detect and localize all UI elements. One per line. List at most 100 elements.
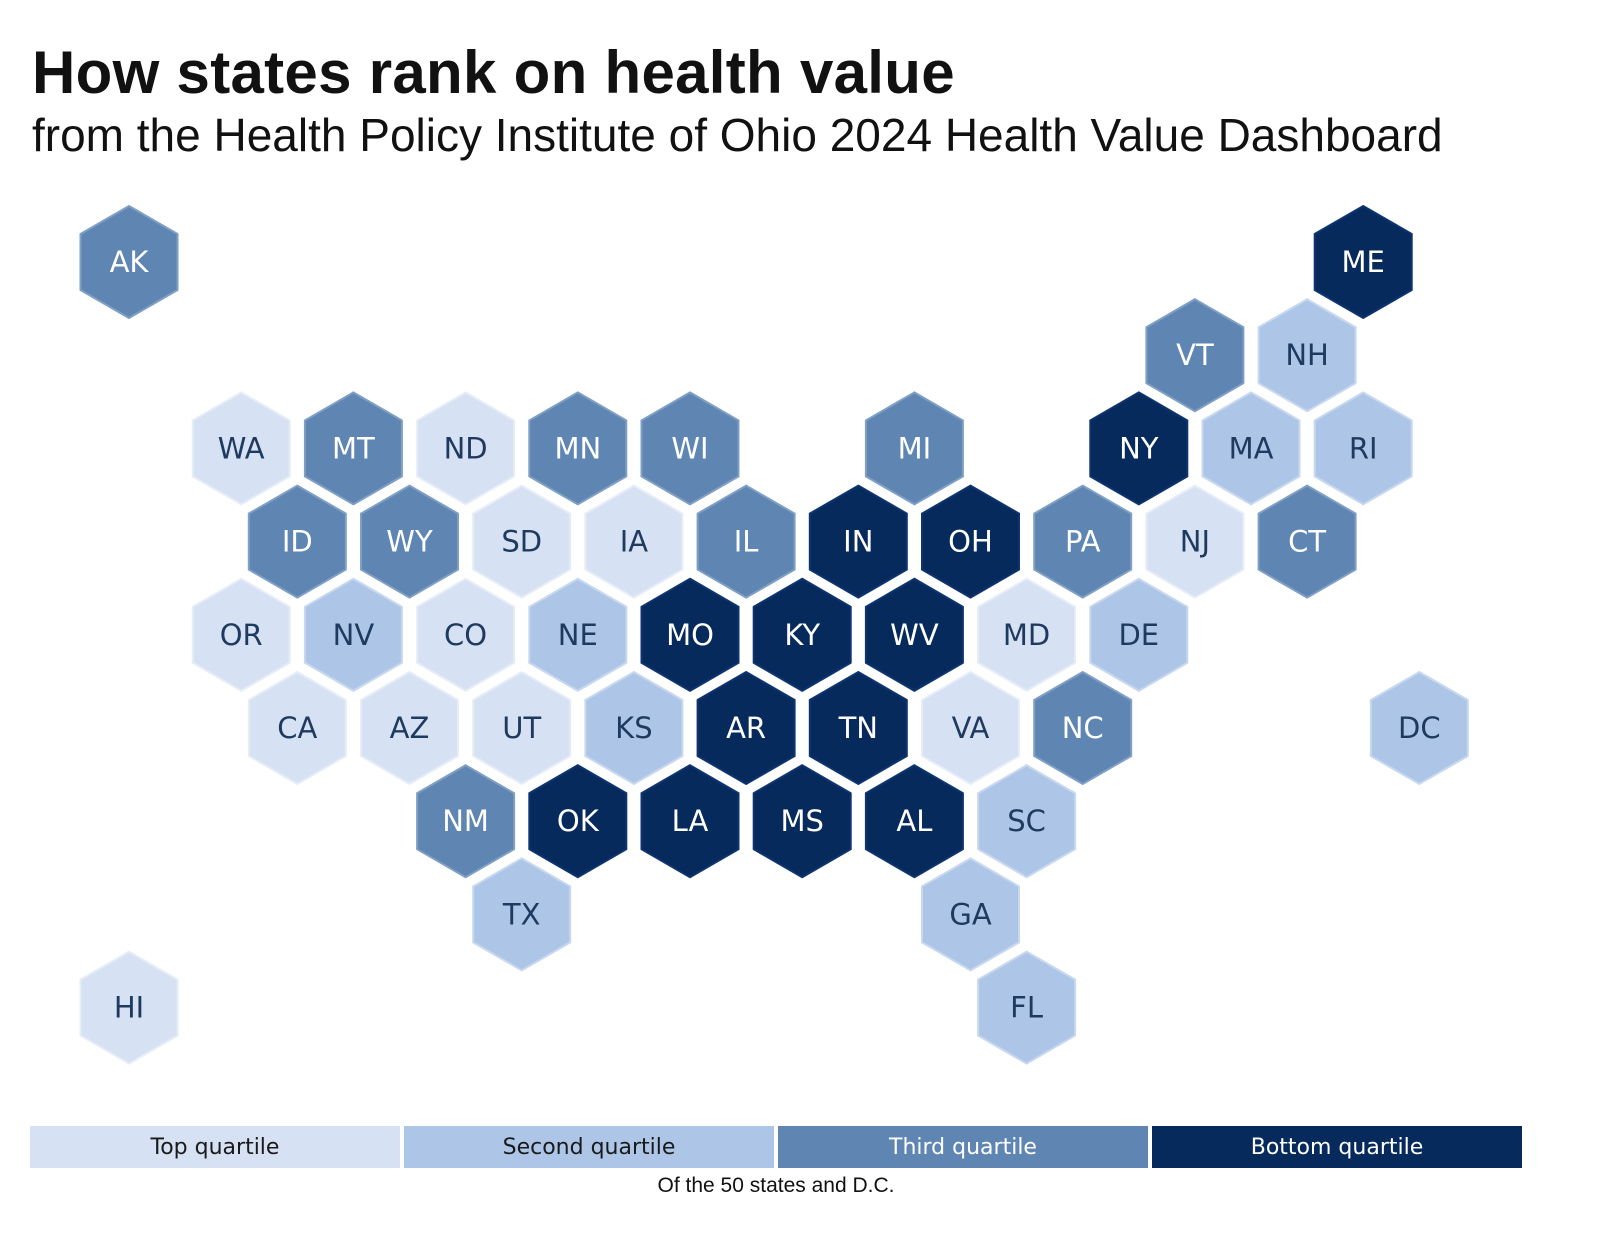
state-label: MA xyxy=(1229,431,1274,465)
state-label: MD xyxy=(1003,618,1050,652)
state-hex-shape xyxy=(1201,391,1301,506)
legend-label: Bottom quartile xyxy=(1250,1134,1424,1160)
state-hex-shape xyxy=(921,857,1020,972)
chart-subtitle: from the Health Policy Institute of Ohio… xyxy=(32,109,1443,161)
state-label: AZ xyxy=(390,711,430,745)
state-hex-shape xyxy=(921,670,1020,786)
state-hex-tn: TN xyxy=(808,670,908,786)
state-hex-id: ID xyxy=(247,484,347,599)
state-label: NM xyxy=(442,804,489,838)
quartile-legend: Top quartile Second quartile Third quart… xyxy=(30,1126,1522,1168)
state-label: WV xyxy=(890,618,939,652)
state-hex-shape xyxy=(696,484,796,599)
state-hex-me: ME xyxy=(1313,204,1413,320)
state-hex-shape xyxy=(528,764,628,879)
state-hex-shape xyxy=(640,577,740,692)
state-hex-ga: GA xyxy=(921,857,1020,972)
state-hex-shape xyxy=(1257,484,1357,599)
state-hex-shape xyxy=(1089,391,1189,506)
state-hex-co: CO xyxy=(416,577,516,692)
state-hex-shape xyxy=(1369,670,1469,786)
state-label: MO xyxy=(666,618,714,652)
legend-third-quartile: Third quartile xyxy=(778,1126,1148,1168)
state-hex-ia: IA xyxy=(584,484,684,599)
state-hex-md: MD xyxy=(977,577,1077,692)
state-label: VA xyxy=(952,711,990,745)
state-hex-ct: CT xyxy=(1257,484,1357,599)
state-hex-shape xyxy=(416,577,516,692)
state-hex-shape xyxy=(977,950,1077,1065)
state-hex-wv: WV xyxy=(864,577,964,692)
state-label: CT xyxy=(1288,525,1326,559)
state-hex-oh: OH xyxy=(921,484,1020,599)
state-hex-dc: DC xyxy=(1369,670,1469,786)
state-hex-in: IN xyxy=(808,484,908,599)
state-hex-shape xyxy=(191,391,291,506)
state-label: ID xyxy=(282,525,313,559)
state-hex-shape xyxy=(191,577,291,692)
state-hex-shape xyxy=(640,391,740,506)
state-label: HI xyxy=(114,991,144,1025)
state-label: MI xyxy=(898,431,932,465)
legend-label: Third quartile xyxy=(889,1134,1037,1160)
state-hex-shape xyxy=(472,484,572,599)
state-label: KY xyxy=(784,618,820,652)
state-label: GA xyxy=(949,897,991,931)
state-hex-shape xyxy=(303,391,403,506)
state-hex-ma: MA xyxy=(1201,391,1301,506)
state-label: VT xyxy=(1176,338,1214,372)
state-hex-shape xyxy=(79,204,179,320)
state-hex-shape xyxy=(864,391,964,506)
state-hex-shape xyxy=(864,577,964,692)
state-hex-shape xyxy=(752,577,852,692)
state-label: OR xyxy=(220,618,263,652)
state-label: TX xyxy=(502,897,541,931)
state-hex-shape xyxy=(921,484,1020,599)
state-hex-mi: MI xyxy=(864,391,964,506)
state-hex-nj: NJ xyxy=(1145,484,1245,599)
state-hex-ky: KY xyxy=(752,577,852,692)
state-hex-shape xyxy=(864,764,964,879)
state-hex-il: IL xyxy=(696,484,796,599)
state-label: DE xyxy=(1118,618,1159,652)
legend-label: Second quartile xyxy=(502,1134,676,1160)
state-label: MS xyxy=(780,804,823,838)
state-hex-tx: TX xyxy=(472,857,572,972)
state-hex-shape xyxy=(472,857,572,972)
state-hex-shape xyxy=(303,577,403,692)
state-label: WA xyxy=(218,431,265,465)
state-label: ME xyxy=(1342,245,1385,279)
legend-bottom-quartile: Bottom quartile xyxy=(1152,1126,1522,1168)
state-hex-shape xyxy=(977,764,1077,879)
hex-tile-map: AK ME VT NH WA MT ND MN WI MI NY MA RI ID WY SD IA IL IN OH… xyxy=(79,204,1469,1065)
state-label: WY xyxy=(386,525,433,559)
state-label: AR xyxy=(726,711,766,745)
state-hex-ca: CA xyxy=(247,670,347,786)
state-label: NJ xyxy=(1180,525,1210,559)
legend-top-quartile: Top quartile xyxy=(30,1126,400,1168)
state-hex-de: DE xyxy=(1089,577,1189,692)
state-hex-ak: AK xyxy=(79,204,179,320)
state-hex-shape xyxy=(1313,391,1413,506)
state-hex-la: LA xyxy=(640,764,740,879)
state-hex-shape xyxy=(584,670,684,786)
state-hex-wa: WA xyxy=(191,391,291,506)
state-hex-shape xyxy=(977,577,1077,692)
state-label: SC xyxy=(1007,804,1046,838)
state-hex-sd: SD xyxy=(472,484,572,599)
state-label: UT xyxy=(502,711,541,745)
state-hex-shape xyxy=(1033,670,1133,786)
state-hex-az: AZ xyxy=(360,670,459,786)
state-label: CA xyxy=(277,711,317,745)
state-label: NY xyxy=(1119,431,1159,465)
state-hex-shape xyxy=(528,577,628,692)
state-hex-ar: AR xyxy=(696,670,796,786)
state-hex-shape xyxy=(472,670,572,786)
state-hex-nd: ND xyxy=(416,391,516,506)
state-hex-shape xyxy=(584,484,684,599)
state-hex-wi: WI xyxy=(640,391,740,506)
state-label: MN xyxy=(554,431,601,465)
state-label: MT xyxy=(332,431,375,465)
state-hex-shape xyxy=(360,484,459,599)
state-label: RI xyxy=(1349,431,1378,465)
